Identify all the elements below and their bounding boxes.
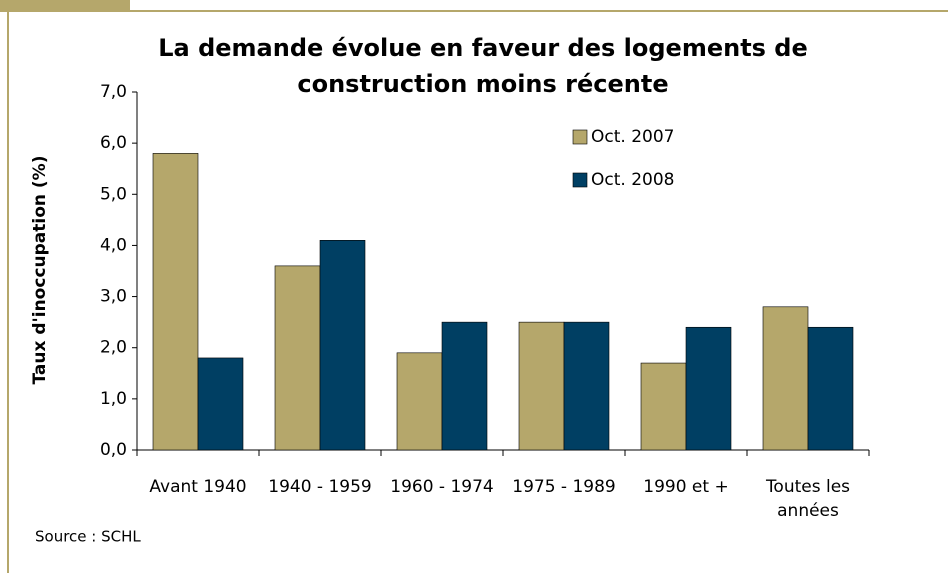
legend-swatch: [572, 172, 588, 188]
source: Source : SCHL: [35, 528, 141, 546]
y-tick-label: 7,0: [100, 82, 127, 102]
bar: [640, 362, 687, 451]
x-tick-label: 1960 - 1974: [390, 477, 494, 497]
bar: [197, 357, 244, 451]
bar: [518, 321, 565, 451]
y-tick-label: 2,0: [100, 338, 127, 358]
y-axis-label: Taux d'inoccupation (%): [30, 156, 50, 385]
y-tick-label: 3,0: [100, 287, 127, 307]
legend-label: Oct. 2008: [591, 170, 674, 190]
x-tick-label: Avant 1940: [149, 477, 247, 497]
y-tick-label: 6,0: [100, 133, 127, 153]
chart-title: La demande évolue en faveur des logement…: [158, 34, 808, 98]
x-tick-label: 1975 - 1989: [512, 477, 616, 497]
y-tick-label: 4,0: [100, 235, 127, 255]
bar: [807, 326, 854, 451]
bar: [274, 265, 321, 451]
x-tick-label: 1990 et +: [643, 477, 729, 497]
legend-swatch: [572, 129, 588, 145]
y-tick-label: 5,0: [100, 184, 127, 204]
bar: [685, 326, 732, 451]
x-tick-label: Toutes les années: [765, 477, 851, 521]
bar: [441, 321, 488, 451]
bar: [152, 153, 199, 451]
bar: [319, 240, 366, 451]
bar: [396, 352, 443, 451]
bar: [762, 306, 809, 451]
legend-label: Oct. 2007: [591, 127, 674, 147]
y-tick-label: 1,0: [100, 389, 127, 409]
y-tick-label: 0,0: [100, 440, 127, 460]
x-tick-label: 1940 - 1959: [268, 477, 372, 497]
bar: [563, 321, 610, 451]
corner-tab: [0, 0, 130, 12]
